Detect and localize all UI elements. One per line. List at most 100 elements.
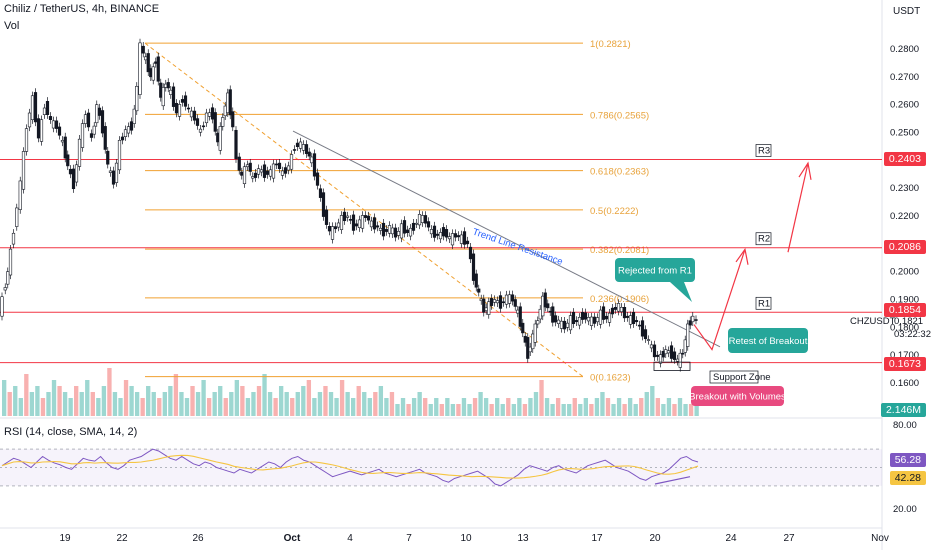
volume-bar [428, 404, 433, 416]
volume-bar [101, 386, 107, 416]
arrowhead-2 [798, 161, 812, 180]
price-tick-label: 0.1600 [890, 378, 919, 389]
candle-body [495, 300, 500, 304]
time-tick-label: 19 [59, 533, 71, 544]
candle-body [686, 323, 690, 347]
candle-body [507, 294, 512, 304]
rsi-tick-label: 80.00 [893, 420, 917, 431]
fib-level-label: 0.382(0.2081) [590, 245, 649, 256]
candle-body [100, 110, 105, 134]
candle-body [268, 169, 273, 177]
volume-bar [85, 380, 90, 416]
volume-bar [373, 392, 378, 416]
volume-bar [517, 398, 522, 416]
volume-bar [544, 398, 550, 416]
volume-bar [583, 398, 589, 416]
sr-tag-box [755, 144, 772, 157]
candle-body [513, 299, 517, 307]
candle-body [378, 227, 383, 231]
volume-bar [672, 404, 677, 416]
sr-tag-label: R3 [758, 145, 770, 156]
volume-bar [411, 398, 417, 416]
candle-body [438, 232, 443, 240]
candle-body [6, 271, 10, 285]
volume-bar [218, 386, 223, 416]
candle-body [262, 164, 267, 178]
candle-body [474, 273, 478, 288]
volume-bar [522, 404, 528, 416]
candle-body [637, 324, 642, 327]
candle-body [21, 151, 26, 190]
volume-bar [600, 392, 605, 416]
candle-body [408, 227, 413, 237]
candle-body [111, 170, 116, 185]
volume-value-tag: 2.146M [880, 403, 926, 417]
volume-bar [423, 398, 428, 416]
candle-body [259, 169, 264, 173]
candle-body [396, 231, 401, 236]
candle-body [186, 107, 191, 110]
volume-bar [74, 386, 79, 416]
volume-bar [79, 392, 84, 416]
candle-body [536, 320, 540, 325]
volume-bar [90, 392, 95, 416]
candle-body [345, 215, 350, 218]
volume-bar [550, 404, 555, 416]
candle-body [274, 163, 279, 166]
candle-body [649, 344, 654, 349]
candle-body [351, 214, 356, 231]
candle-body [161, 87, 165, 107]
candle-body [447, 236, 452, 240]
time-tick-label: 13 [517, 533, 529, 544]
candle-body [607, 312, 612, 323]
candle-body [640, 320, 645, 337]
candle-body [27, 112, 32, 128]
volume-bar [179, 392, 184, 416]
volume-bar [129, 386, 134, 416]
candle-body [11, 232, 16, 245]
volume-bar [96, 398, 101, 416]
volume-bar [511, 404, 516, 416]
candle-body [634, 320, 639, 323]
volume-bar [2, 380, 7, 416]
candle-body [487, 301, 491, 315]
candle-body [89, 133, 94, 138]
candle-body [195, 118, 200, 126]
candle-body [643, 329, 648, 340]
volume-bar [461, 398, 467, 416]
volume-bar [334, 398, 339, 416]
retest-callout-box [728, 328, 808, 353]
candle-body [622, 306, 627, 319]
candle-body [601, 306, 606, 320]
candle-body [390, 227, 395, 235]
time-tick-label: 17 [591, 533, 603, 544]
candle-body [553, 315, 558, 323]
price-tick-label: 0.1800 [890, 322, 919, 333]
candle-body [411, 222, 416, 231]
rsi-legend: RSI (14, close, SMA, 14, 2) [4, 426, 138, 438]
candle-body [655, 354, 660, 357]
volume-bar [351, 398, 356, 416]
volume-bar [317, 392, 323, 416]
candle-body [339, 215, 344, 230]
candle-body [501, 301, 506, 304]
candle-body [628, 315, 633, 325]
candle-body [132, 108, 136, 124]
candle-body [546, 303, 550, 309]
candle-body [80, 123, 85, 148]
candle-body [574, 320, 579, 323]
volume-bar [572, 398, 577, 416]
volume-bar [223, 398, 228, 416]
candle-body [402, 220, 407, 234]
candle-body [307, 151, 311, 157]
volume-bar [140, 398, 145, 416]
candle-body [432, 225, 437, 238]
time-tick-label: 27 [783, 533, 795, 544]
volume-bar [655, 398, 661, 416]
candle-body [280, 170, 285, 176]
candle-body [63, 136, 67, 159]
volume-bar [495, 398, 500, 416]
volume-bar [594, 398, 600, 416]
